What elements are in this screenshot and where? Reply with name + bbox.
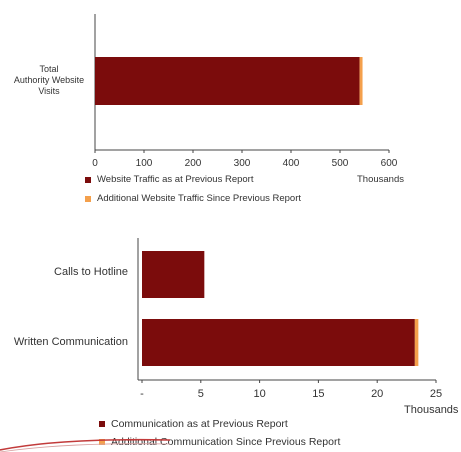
- chart1-x-tick-label: 200: [185, 158, 202, 169]
- chart1-x-tick-label: 500: [332, 158, 349, 169]
- chart1-x-tick-label: 400: [283, 158, 300, 169]
- chart1-bar-1-series-2: [359, 57, 363, 105]
- chart2-legend-item-2: Additional Communication Since Previous …: [99, 436, 340, 448]
- chart1-legend-item-1: Website Traffic as at Previous Report: [85, 174, 253, 185]
- chart1-category-line-1: Total: [39, 64, 59, 74]
- chart1-legend-swatch-2: [85, 195, 91, 202]
- chart2-bar-1-series-1: [142, 251, 205, 298]
- chart2-bar-2-series-2: [414, 319, 419, 366]
- chart2-x-tick-label: 20: [371, 388, 383, 400]
- decorative-swoosh: [0, 438, 170, 452]
- chart1-x-tick-label: 300: [234, 158, 251, 169]
- chart2-x-tick-label: 15: [312, 388, 324, 400]
- chart2-legend-swatch-2: [99, 439, 105, 445]
- chart1-x-tick-label: 0: [92, 158, 98, 169]
- chart1-category-line-2: Authority Website: [13, 75, 85, 85]
- chart2-legend-label-1: Communication as at Previous Report: [111, 418, 288, 430]
- chart2-x-tick-label: 5: [198, 388, 204, 400]
- chart2-legend-swatch-1: [99, 421, 105, 427]
- chart2-x-tick-label: 25: [430, 388, 442, 400]
- chart1-legend-label-1: Website Traffic as at Previous Report: [97, 174, 254, 185]
- chart2-units-label: Thousands: [404, 404, 459, 416]
- chart1-x-tick-label: 600: [381, 158, 398, 169]
- chart2-category-label-2: Written Communication: [13, 336, 128, 348]
- chart1-legend-swatch-1: [85, 176, 91, 183]
- chart1-category-label: Total Authority Website Visits: [6, 64, 92, 97]
- chart2-legend-label-2: Additional Communication Since Previous …: [111, 436, 341, 448]
- chart1-x-tick-label: 100: [136, 158, 153, 169]
- chart2-category-label-1: Calls to Hotline: [54, 266, 128, 278]
- chart1-legend-item-2: Additional Website Traffic Since Previou…: [85, 193, 301, 204]
- chart2-x-tick-label: -: [140, 388, 144, 400]
- chart1-legend-label-2: Additional Website Traffic Since Previou…: [97, 193, 301, 204]
- chart1-units-label: Thousands: [357, 174, 405, 185]
- chart1-bar-1-series-1: [95, 57, 360, 105]
- chart1-category-line-3: Visits: [38, 86, 60, 96]
- chart2-legend-item-1: Communication as at Previous Report: [99, 418, 288, 430]
- chart2-x-tick-label: 10: [253, 388, 265, 400]
- chart2-bar-2-series-1: [142, 319, 415, 366]
